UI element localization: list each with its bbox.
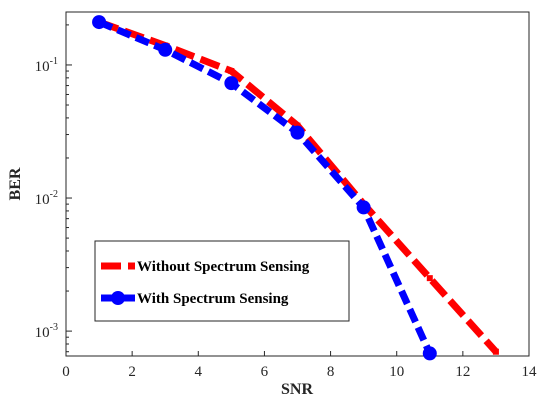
y-tick-label: 10-1 bbox=[35, 56, 58, 75]
y-axis-title: BER bbox=[7, 167, 24, 200]
y-tick-label: 10-3 bbox=[35, 322, 58, 341]
x-tick-label: 4 bbox=[195, 364, 203, 380]
x-tick-label: 0 bbox=[62, 364, 70, 380]
x-axis-title: SNR bbox=[281, 381, 313, 398]
data-point-without bbox=[426, 275, 433, 282]
legend-marker-with bbox=[111, 291, 125, 305]
data-point-without bbox=[294, 122, 301, 129]
legend: Without Spectrum Sensing With Spectrum S… bbox=[94, 240, 350, 322]
data-point-without bbox=[492, 348, 499, 355]
x-axis-ticks: 0 2 4 6 8 10 12 14 bbox=[62, 351, 537, 380]
series-layer bbox=[92, 15, 499, 361]
x-tick-label: 10 bbox=[389, 364, 404, 380]
legend-label-without: Without Spectrum Sensing bbox=[137, 259, 310, 275]
data-point-with bbox=[356, 200, 371, 215]
x-tick-label: 8 bbox=[327, 364, 335, 380]
y-tick-label: 10-2 bbox=[35, 189, 58, 208]
series-line-with bbox=[97, 18, 433, 355]
x-tick-label: 6 bbox=[261, 364, 269, 380]
x-tick-label: 2 bbox=[128, 364, 136, 380]
data-point-with bbox=[290, 125, 305, 140]
legend-box bbox=[94, 240, 350, 322]
x-tick-label: 12 bbox=[455, 364, 470, 380]
x-tick-label: 14 bbox=[522, 364, 538, 380]
data-point-with bbox=[224, 76, 239, 91]
data-point-with bbox=[422, 346, 437, 361]
data-point-without bbox=[228, 68, 235, 75]
y-axis-ticks: 10-3 10-2 10-1 bbox=[35, 24, 72, 353]
data-point-with bbox=[158, 42, 173, 57]
data-point-with bbox=[92, 15, 107, 30]
legend-label-with: With Spectrum Sensing bbox=[137, 291, 289, 307]
